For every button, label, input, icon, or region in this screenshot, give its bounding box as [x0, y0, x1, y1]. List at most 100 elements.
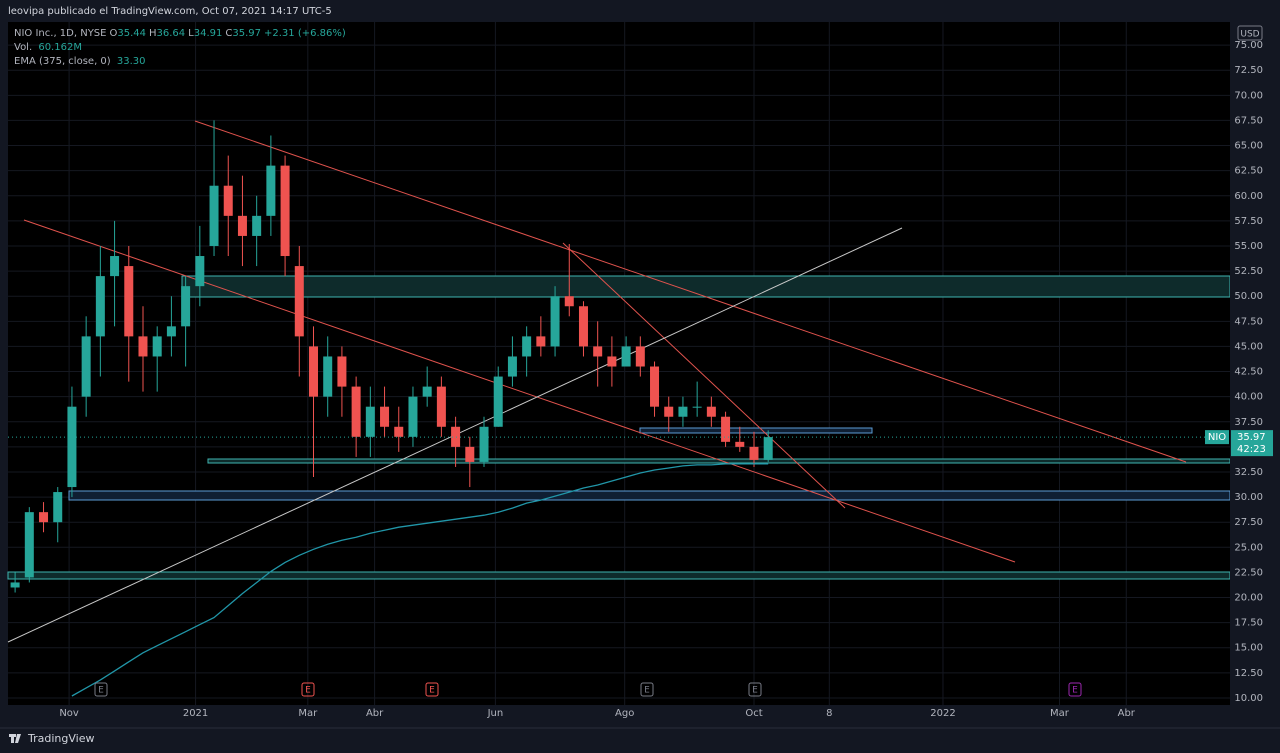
symbol-tag-text: NIO — [1208, 432, 1226, 443]
countdown: 42:23 — [1237, 444, 1266, 455]
candle-body — [650, 366, 660, 407]
y-tick-label: 37.50 — [1234, 417, 1263, 428]
earnings-label: E — [752, 686, 758, 696]
candle-body — [337, 356, 347, 387]
candle-body — [692, 406, 702, 408]
legend-name: NIO Inc., 1D, NYSE — [14, 28, 107, 39]
legend-ohlc-label: H — [149, 28, 157, 39]
time-axis — [0, 705, 1230, 728]
candle-body — [522, 336, 532, 357]
currency: USD — [1240, 30, 1259, 40]
candle-body — [294, 266, 304, 337]
legend-ohlc-label: C — [225, 28, 233, 39]
candle-body — [323, 356, 333, 397]
candle-body — [110, 256, 120, 277]
x-tick-label: 2021 — [183, 708, 208, 719]
candle-body — [237, 215, 247, 236]
y-tick-label: 52.50 — [1234, 266, 1263, 277]
candle-body — [252, 215, 262, 236]
x-tick-label: Mar — [1050, 708, 1070, 719]
earnings-marker — [640, 682, 654, 697]
legend-ohlc-value: 35.44 — [117, 28, 146, 39]
candle-body — [280, 165, 290, 257]
legend-ohlc-label: O — [109, 28, 118, 39]
earnings-marker — [94, 682, 108, 697]
legend-row: Vol. 60.162M — [14, 41, 352, 55]
earnings-marker — [748, 682, 762, 697]
legend-row: NIO Inc., 1D, NYSE O35.44 H36.64 L34.91 C35.… — [14, 27, 352, 41]
y-tick-label: 57.50 — [1234, 216, 1263, 227]
candle-body — [24, 512, 34, 578]
price-tag-text: 35.97 — [1237, 432, 1266, 443]
y-tick-label: 32.50 — [1234, 467, 1263, 478]
y-tick-label: 42.50 — [1234, 367, 1263, 378]
x-tick-label: 8 — [826, 708, 832, 719]
y-tick-label: 10.00 — [1234, 693, 1263, 704]
candle-body — [81, 336, 91, 397]
candle-body — [465, 446, 475, 462]
y-tick-label: 25.00 — [1234, 542, 1263, 553]
plot-area — [8, 22, 1230, 705]
legend-ohlc-value: +2.31 (+6.86%) — [264, 28, 346, 39]
candle-body — [67, 406, 77, 488]
candle-body — [351, 386, 361, 437]
candle-body — [564, 296, 574, 307]
candle-body — [408, 396, 418, 437]
candle-body — [451, 426, 461, 447]
price-axis — [1230, 22, 1280, 728]
legend-row: EMA (375, close, 0) 33.30 — [14, 55, 352, 69]
y-tick-label: 30.00 — [1234, 492, 1263, 503]
candle-body — [621, 346, 631, 367]
candle-body — [181, 286, 191, 327]
candle-body — [536, 336, 546, 347]
y-tick-label: 45.00 — [1234, 341, 1263, 352]
y-tick-label: 47.50 — [1234, 316, 1263, 327]
y-tick-label: 15.00 — [1234, 643, 1263, 654]
candle-body — [166, 326, 176, 337]
header-bar — [0, 0, 1280, 22]
legend-volume: 60.162M — [38, 42, 82, 53]
y-tick-label: 17.50 — [1234, 618, 1263, 629]
candle-body — [10, 582, 20, 588]
x-tick-label: Nov — [59, 708, 79, 719]
earnings-marker — [1068, 682, 1082, 697]
legend-ohlc-value: 36.64 — [156, 28, 186, 39]
candle-body — [479, 426, 489, 462]
candle-body — [578, 306, 588, 347]
earnings-marker — [301, 682, 315, 697]
candle-body — [749, 446, 759, 460]
candle-body — [394, 426, 404, 437]
x-tick-label: Ago — [615, 708, 634, 719]
legend-ohlc-label: L — [188, 28, 194, 39]
candle-body — [706, 406, 716, 417]
zone — [68, 490, 1231, 501]
y-tick-label: 62.50 — [1234, 166, 1263, 177]
candle-body — [493, 376, 503, 427]
y-tick-label: 27.50 — [1234, 517, 1263, 528]
candle-body — [39, 512, 49, 523]
candle-body — [152, 336, 162, 357]
y-tick-label: 67.50 — [1234, 115, 1263, 126]
candle-body — [550, 296, 560, 347]
y-tick-label: 72.50 — [1234, 65, 1263, 76]
ema-line — [71, 463, 769, 697]
earnings-label: E — [305, 686, 311, 696]
y-tick-label: 22.50 — [1234, 567, 1263, 578]
zone — [181, 275, 1231, 298]
legend-volume-label: Vol. — [14, 42, 33, 53]
candle-body — [422, 386, 432, 397]
candle-body — [763, 437, 773, 460]
x-tick-label: Abr — [1118, 708, 1136, 719]
x-tick-label: 2022 — [930, 708, 955, 719]
footer-logo: TradingView — [27, 732, 94, 745]
candle-body — [138, 336, 148, 357]
candle-body — [380, 406, 390, 427]
candle-body — [721, 416, 731, 442]
candle-body — [436, 386, 446, 427]
legend: NIO Inc., 1D, NYSE O35.44 H36.64 L34.91 C35.… — [14, 27, 352, 69]
candle-body — [607, 356, 617, 367]
candle-body — [678, 406, 688, 417]
y-tick-label: 60.00 — [1234, 191, 1263, 202]
